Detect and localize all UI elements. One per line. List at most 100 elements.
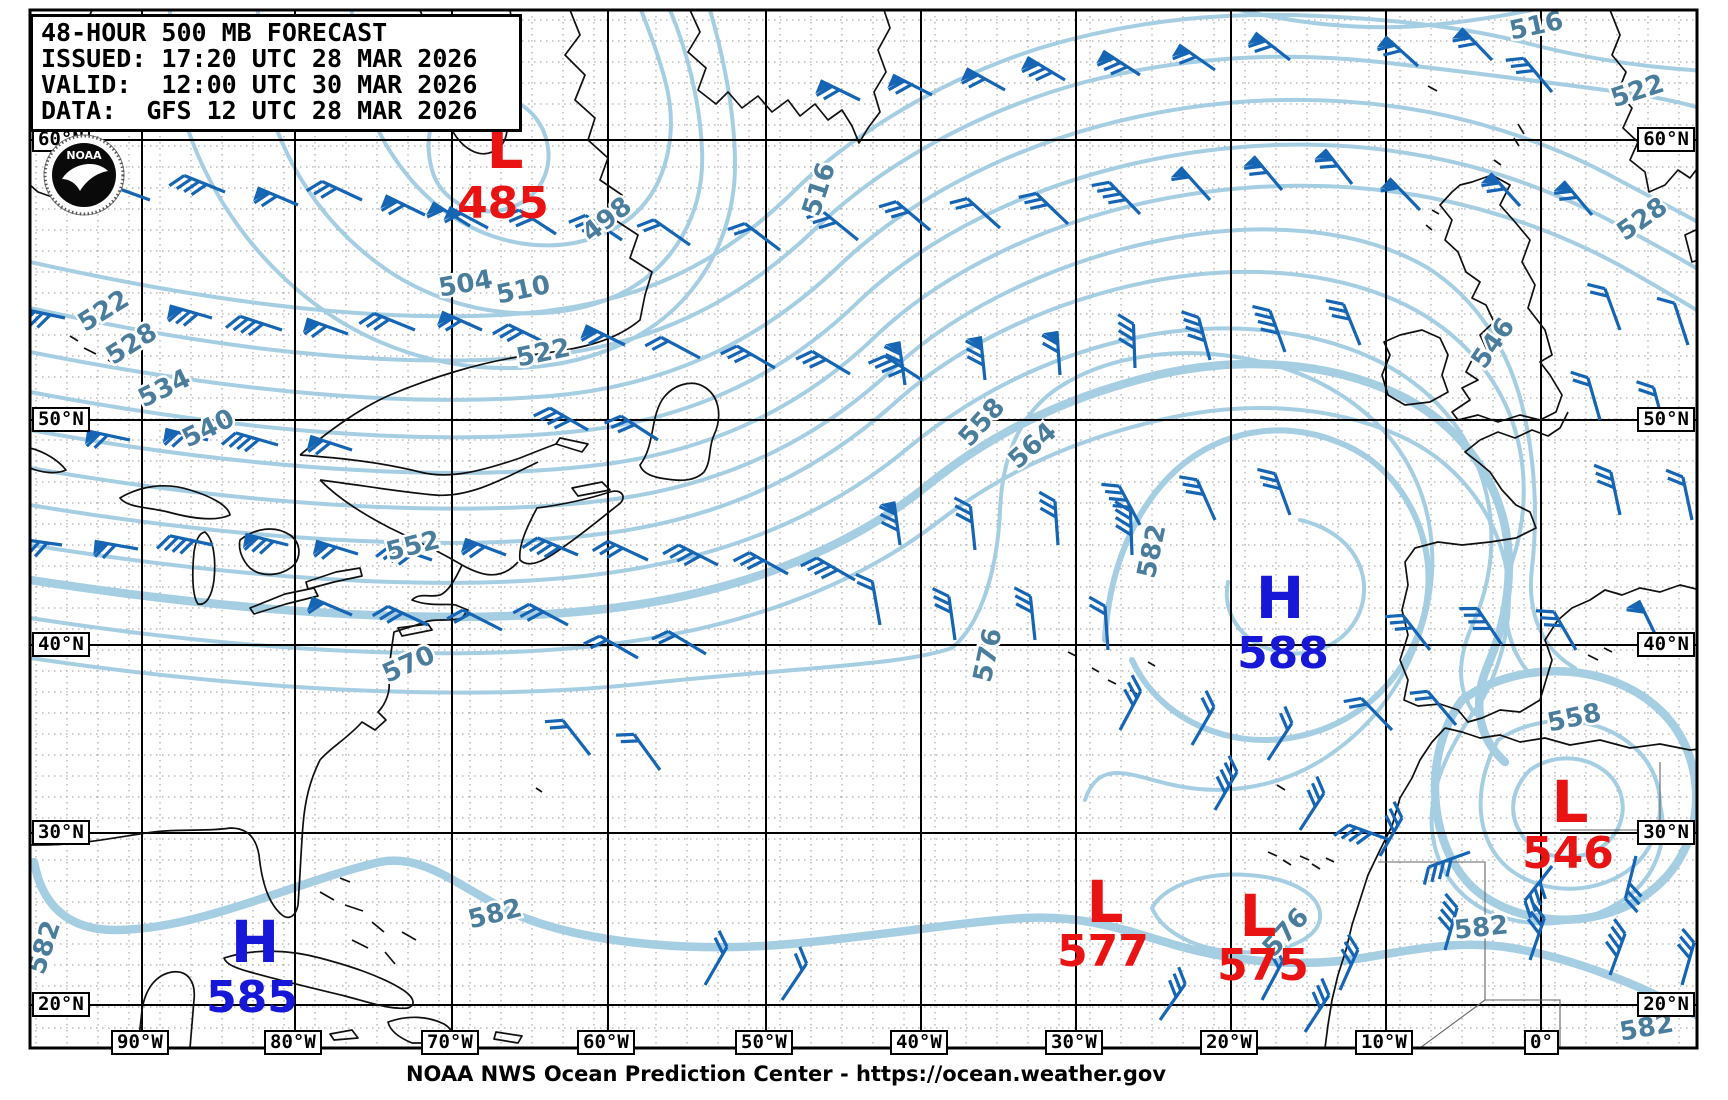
coastline <box>1684 228 1697 263</box>
pressure-center-value: 588 <box>1237 628 1329 679</box>
contour-528 <box>30 97 1697 402</box>
wind-barb-icon <box>1422 850 1471 885</box>
wind-barb-icon <box>1338 933 1360 991</box>
contour-522 <box>30 54 1697 363</box>
wind-barb-icon <box>358 312 416 332</box>
coastline <box>555 437 589 453</box>
wind-barb-icon <box>1118 674 1143 731</box>
contour-582 <box>1102 427 1432 743</box>
wind-barb-icon <box>1158 966 1187 1021</box>
lon-label: 80°W <box>264 1030 322 1055</box>
wind-barb-icon <box>1257 467 1292 516</box>
contour-label: 522 <box>514 333 573 374</box>
noaa-logo: NOAA <box>43 134 125 216</box>
coastline <box>249 587 319 615</box>
wind-barb-icon <box>1700 800 1717 854</box>
coastline <box>299 443 557 476</box>
wind-barb-icon <box>1018 191 1070 226</box>
contour-576 <box>30 351 1435 802</box>
wind-barb-icon <box>780 946 809 1001</box>
lon-label: 10°W <box>1355 1030 1413 1055</box>
contour-label: 558 <box>1545 698 1604 739</box>
wind-barb-icon <box>1343 696 1394 732</box>
title-box: 48-HOUR 500 MB FORECAST ISSUED: 17:20 UT… <box>30 14 522 132</box>
logo-text-ring <box>43 134 125 216</box>
contour-546 <box>30 227 1577 670</box>
wind-barb-icon <box>1384 613 1432 651</box>
lon-label: 90°W <box>111 1030 169 1055</box>
map-border <box>28 8 1699 1050</box>
wind-barb-icon <box>544 718 592 756</box>
wind-barb-icon <box>306 434 353 456</box>
wind-barb-icon <box>883 341 907 386</box>
coastline <box>1587 647 1613 661</box>
lon-label: 40°W <box>890 1030 948 1055</box>
wind-barb-icon <box>616 732 662 771</box>
wind-barb-icon <box>887 73 933 97</box>
wind-barb-icon <box>720 344 776 370</box>
pressure-center-value: 575 <box>1217 940 1309 991</box>
coastline <box>1444 727 1697 751</box>
wind-barb-icon <box>1325 298 1362 346</box>
coastline <box>30 564 469 919</box>
contour-552 <box>1478 718 1663 891</box>
wind-barb-icon <box>1526 903 1546 961</box>
wind-barb-icon <box>1088 595 1110 651</box>
wind-barb-icon <box>1376 35 1420 68</box>
wind-barb-icon <box>1179 475 1217 521</box>
wind-barb-icon <box>1380 177 1422 212</box>
coastline <box>1067 651 1156 695</box>
coastline <box>319 479 519 576</box>
wind-barb-icon <box>93 539 139 560</box>
pressure-center-letter-h: H <box>1256 564 1305 632</box>
coastline <box>238 528 300 576</box>
wind-barb-icon <box>580 324 626 347</box>
coastline <box>119 485 231 520</box>
wind-barb-icon <box>1570 370 1602 421</box>
wind-barb-icon <box>815 79 861 102</box>
pressure-center-value: 485 <box>457 178 549 229</box>
wind-barb-icon <box>1656 296 1690 346</box>
wind-barb-icon <box>636 218 691 247</box>
contour-label: 582 <box>1132 522 1173 581</box>
wind-barb-icon <box>1252 304 1287 353</box>
coastline <box>1399 439 1697 723</box>
wind-barb-icon <box>703 930 729 986</box>
lat-label-right: 60°N <box>1637 127 1695 152</box>
wind-barb-icon <box>965 336 987 381</box>
wind-barb-icon <box>855 572 882 626</box>
wind-barb-icon <box>1452 27 1494 62</box>
contour-516 <box>1238 10 1534 30</box>
wind-barb-icon <box>953 496 977 551</box>
lat-label-left: 20°N <box>32 992 90 1017</box>
wind-barb-icon <box>1593 463 1622 516</box>
wind-barb-icon <box>1213 755 1239 811</box>
lon-label: 60°W <box>577 1030 635 1055</box>
coastline <box>305 567 363 590</box>
coastline <box>1479 411 1569 441</box>
lat-label-right: 50°N <box>1637 407 1695 432</box>
wind-barb-icon <box>380 194 426 217</box>
coastline <box>518 490 624 565</box>
lon-label: 0° <box>1524 1030 1559 1055</box>
wind-barb-icon <box>460 537 507 559</box>
wind-barb-icon <box>1303 977 1331 1033</box>
wind-barb-icon <box>1409 689 1458 727</box>
major-grid <box>30 10 1697 1048</box>
wind-barb-icon <box>960 67 1006 92</box>
contour-label: 546 <box>1466 313 1522 375</box>
contour-label: 558 <box>953 392 1012 452</box>
wind-barb-icon <box>166 304 213 327</box>
coastline <box>397 623 433 637</box>
coastline <box>329 1029 359 1041</box>
contour-label: 570 <box>378 640 440 689</box>
pressure-center-value: 585 <box>206 972 298 1023</box>
wind-barb-icon <box>800 556 856 582</box>
wind-barb-icon <box>1665 468 1694 521</box>
wind-barb-icon <box>795 349 851 376</box>
data-line: DATA: GFS 12 UTC 28 MAR 2026 <box>41 96 478 125</box>
wind-barb-icon <box>662 543 719 567</box>
coastline <box>319 461 539 497</box>
map-layers: 4985045105165165225225225285285345405465… <box>30 10 1717 1048</box>
wind-barb-icon <box>1623 855 1643 914</box>
